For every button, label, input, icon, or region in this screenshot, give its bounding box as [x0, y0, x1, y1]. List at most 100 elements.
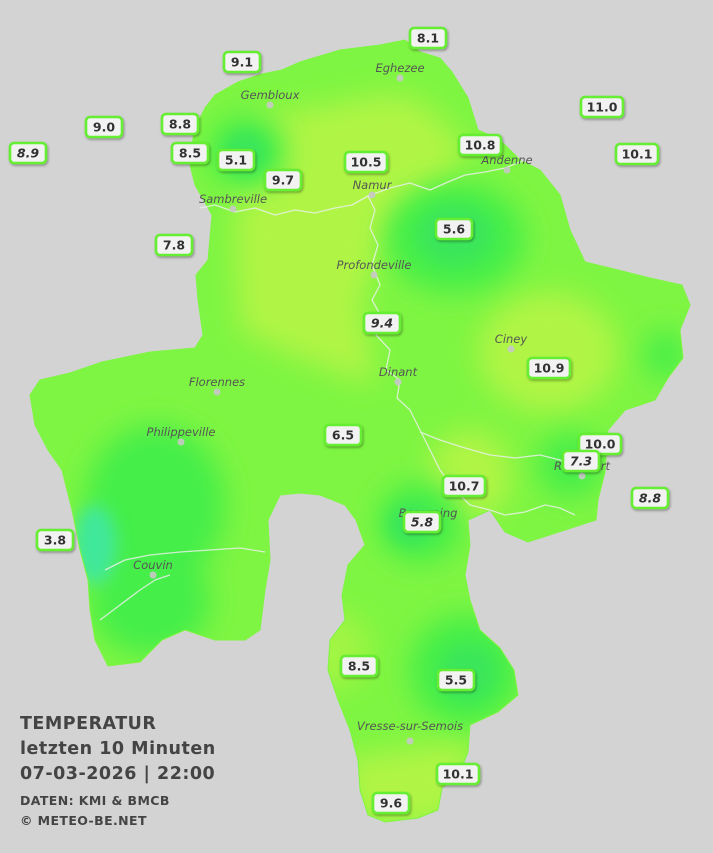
station-value: 7.8 — [163, 238, 185, 253]
station-badge: 10.1 — [435, 762, 481, 786]
city-label-gembloux: Gembloux — [241, 88, 300, 102]
legend-datetime: 07-03-2026 | 22:00 — [20, 764, 216, 784]
station-badge-box — [343, 150, 389, 174]
station-value: 5.8 — [411, 515, 433, 530]
station-badge-box — [362, 311, 402, 335]
station-badge-box — [579, 95, 625, 119]
station-value: 10.1 — [622, 147, 653, 162]
station-value: 7.3 — [570, 454, 592, 469]
station-badge: 8.8 — [160, 112, 200, 136]
station-badge: 3.8 — [35, 528, 75, 552]
station-badge-box — [630, 486, 670, 510]
station-badge-box — [434, 217, 474, 241]
station-value: 10.9 — [534, 361, 565, 376]
station-value: 3.8 — [44, 533, 66, 548]
station-badge: 7.8 — [154, 233, 194, 257]
station-badge-box — [84, 115, 124, 139]
station-badge-box — [154, 233, 194, 257]
station-value: 10.5 — [351, 155, 382, 170]
station-badge: 8.1 — [408, 26, 448, 50]
station-badge-box — [222, 50, 262, 74]
station-value: 10.8 — [465, 138, 496, 153]
station-badge: 6.5 — [323, 423, 363, 447]
station-badge: 10.7 — [441, 474, 487, 498]
city-dot-couvin — [149, 571, 157, 579]
city-dot-ciney — [507, 345, 515, 353]
station-badge: 9.7 — [263, 168, 303, 192]
station-value: 8.8 — [169, 117, 191, 132]
city-label-namur: Namur — [353, 178, 393, 192]
city-dot-eghezee — [396, 74, 404, 82]
station-value: 5.1 — [225, 153, 247, 168]
station-badge: 10.9 — [526, 356, 572, 380]
station-badge: 8.5 — [339, 654, 379, 678]
city-label-florennes: Florennes — [189, 375, 245, 389]
station-badge: 5.6 — [434, 217, 474, 241]
station-badge: 7.3 — [561, 449, 601, 473]
station-badge-box — [436, 668, 476, 692]
station-value: 8.5 — [348, 659, 370, 674]
station-badge-box — [35, 528, 75, 552]
station-value: 8.5 — [179, 146, 201, 161]
city-dot-gembloux — [266, 101, 274, 109]
station-badge-box — [402, 510, 442, 534]
station-badge-box — [408, 26, 448, 50]
station-badge-box — [441, 474, 487, 498]
station-badge: 5.8 — [402, 510, 442, 534]
station-badge-box — [614, 142, 660, 166]
city-dot-florennes — [213, 388, 221, 396]
station-badge-box — [435, 762, 481, 786]
station-badge: 10.5 — [343, 150, 389, 174]
station-value: 10.7 — [449, 479, 480, 494]
city-label-profondeville: Profondeville — [337, 258, 412, 272]
station-badge: 5.5 — [436, 668, 476, 692]
station-badge: 9.4 — [362, 311, 402, 335]
station-badge: 11.0 — [579, 95, 625, 119]
city-label-ciney: Ciney — [495, 332, 528, 346]
city-dot-profondeville — [370, 271, 378, 279]
city-label-vresse: Vresse-sur-Semois — [357, 719, 463, 733]
city-dot-vresse — [406, 737, 414, 745]
station-value: 9.0 — [93, 120, 115, 135]
station-badge: 10.1 — [614, 142, 660, 166]
station-badge-box — [323, 423, 363, 447]
station-badge: 10.8 — [457, 133, 503, 157]
station-value: 5.6 — [443, 222, 465, 237]
station-badge-box — [216, 148, 256, 172]
station-badge-box — [8, 141, 48, 165]
city-label-eghezee: Eghezee — [375, 61, 424, 75]
station-value: 9.1 — [231, 55, 253, 70]
station-badge: 9.6 — [371, 791, 411, 815]
city-label-sambreville: Sambreville — [199, 192, 267, 206]
station-badge: 5.1 — [216, 148, 256, 172]
city-dot-namur — [368, 191, 376, 199]
city-dot-sambreville — [229, 205, 237, 213]
city-dot-dinant — [394, 378, 402, 386]
rivers — [99, 159, 581, 621]
city-dot-philippeville — [177, 438, 185, 446]
station-value: 8.8 — [639, 491, 661, 506]
legend-source: DATEN: KMI & BMCB — [20, 793, 170, 808]
station-badge-box — [561, 449, 601, 473]
city-label-dinant: Dinant — [379, 365, 418, 379]
station-value: 9.6 — [380, 796, 402, 811]
station-badge-box — [457, 133, 503, 157]
station-badge-box — [339, 654, 379, 678]
station-badge-box — [526, 356, 572, 380]
legend-subtitle: letzten 10 Minuten — [20, 739, 216, 759]
city-label-philippeville: Philippeville — [147, 425, 216, 439]
station-value: 5.5 — [445, 673, 467, 688]
station-value: 11.0 — [587, 100, 618, 115]
station-value: 9.4 — [371, 316, 393, 331]
station-badge: 9.1 — [222, 50, 262, 74]
station-value: 8.1 — [417, 31, 439, 46]
station-value: 9.7 — [272, 173, 294, 188]
station-badges: 8.1 9.1 11.0 9.0 8.8 8.9 8.5 5.1 10.8 10.1 10.5 9.7… — [8, 26, 670, 815]
city-label-andenne: Andenne — [480, 153, 532, 167]
station-badge: 8.8 — [630, 486, 670, 510]
legend: TEMPERATUR letzten 10 Minuten 07-03-2026… — [20, 712, 216, 831]
station-badge: 9.0 — [84, 115, 124, 139]
station-badge: 8.5 — [170, 141, 210, 165]
station-value: 8.9 — [17, 146, 39, 161]
